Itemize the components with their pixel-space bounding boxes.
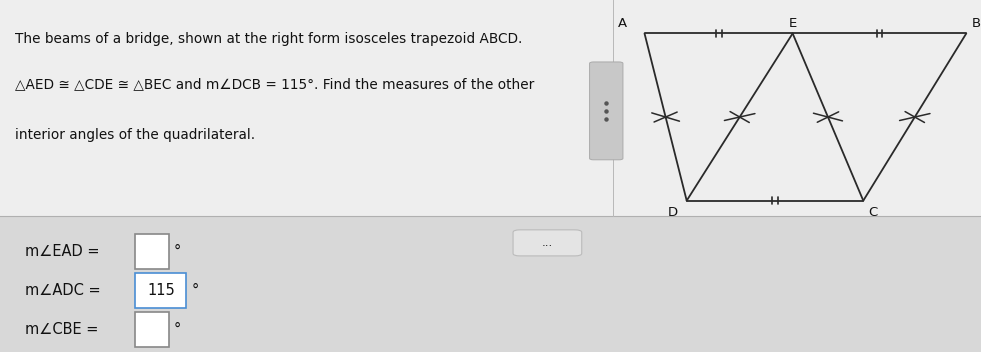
FancyBboxPatch shape (590, 62, 623, 160)
Text: 115: 115 (147, 283, 175, 298)
Text: m∠EAD =: m∠EAD = (25, 244, 104, 259)
Bar (0, 216, 981, 352)
FancyBboxPatch shape (135, 234, 169, 269)
FancyBboxPatch shape (135, 312, 169, 346)
Text: E: E (789, 17, 797, 30)
Text: m∠CBE =: m∠CBE = (25, 322, 103, 337)
Text: °: ° (191, 283, 198, 298)
FancyBboxPatch shape (513, 230, 582, 256)
Text: The beams of a bridge, shown at the right form isosceles trapezoid ABCD.: The beams of a bridge, shown at the righ… (15, 32, 522, 46)
FancyBboxPatch shape (135, 273, 186, 308)
Text: °: ° (174, 244, 181, 259)
Text: △AED ≅ △CDE ≅ △BEC and m∠DCB = 115°. Find the measures of the other: △AED ≅ △CDE ≅ △BEC and m∠DCB = 115°. Fin… (15, 77, 534, 92)
Text: m∠ADC =: m∠ADC = (25, 283, 105, 298)
Text: A: A (618, 17, 627, 30)
Bar (0, 0, 981, 216)
Text: ...: ... (542, 237, 553, 249)
Text: D: D (668, 206, 678, 219)
Text: °: ° (174, 322, 181, 337)
Text: B: B (971, 17, 981, 30)
Text: C: C (868, 206, 878, 219)
Text: interior angles of the quadrilateral.: interior angles of the quadrilateral. (15, 128, 255, 143)
